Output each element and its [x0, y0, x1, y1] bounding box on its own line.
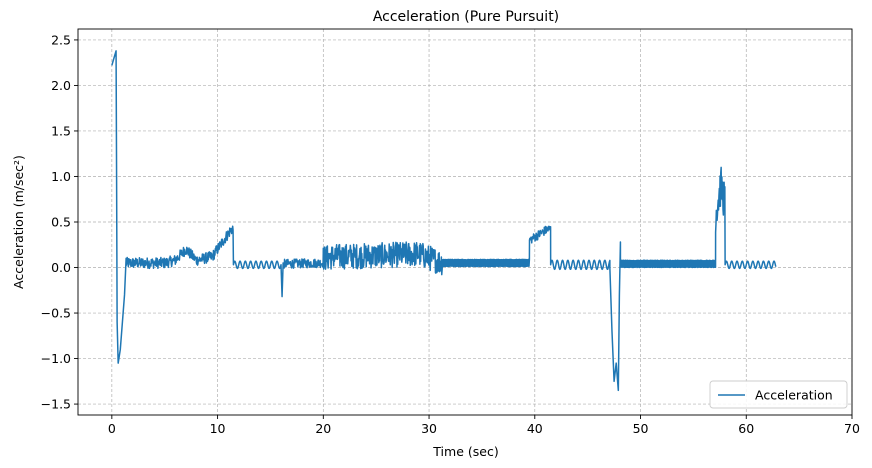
ticks: 0 10 20 30 40 50 60 70 −1.5 −1.0 −0.5 0.0 0.5 1.0 1.5 2…: [41, 32, 860, 436]
legend: Acceleration: [709, 380, 848, 409]
legend-box: [709, 380, 848, 409]
series-layer: [111, 50, 777, 392]
y-tick-label: 0.0: [51, 260, 71, 275]
x-axis-label: Time (sec): [432, 444, 498, 459]
x-tick-label: 70: [844, 421, 860, 436]
x-tick-label: 10: [210, 421, 226, 436]
chart-title: Acceleration (Pure Pursuit): [373, 9, 559, 25]
x-tick-label: 40: [527, 421, 543, 436]
y-tick-label: 2.5: [51, 32, 71, 47]
y-tick-label: −1.0: [41, 351, 71, 366]
x-tick-label: 60: [738, 421, 754, 436]
y-tick-label: 1.0: [51, 169, 71, 184]
legend-label: Acceleration: [755, 388, 833, 403]
x-tick-label: 20: [315, 421, 331, 436]
series-line-acceleration: [111, 50, 777, 392]
grid: [78, 29, 853, 415]
y-tick-label: −0.5: [41, 306, 71, 321]
y-tick-label: 2.0: [51, 78, 71, 93]
y-tick-label: −1.5: [41, 397, 71, 412]
x-tick-label: 30: [421, 421, 437, 436]
y-tick-label: 0.5: [51, 215, 71, 230]
x-tick-label: 50: [633, 421, 649, 436]
x-tick-label: 0: [108, 421, 116, 436]
y-axis-label: Acceleration (m/sec²): [11, 155, 26, 289]
y-tick-label: 1.5: [51, 123, 71, 138]
